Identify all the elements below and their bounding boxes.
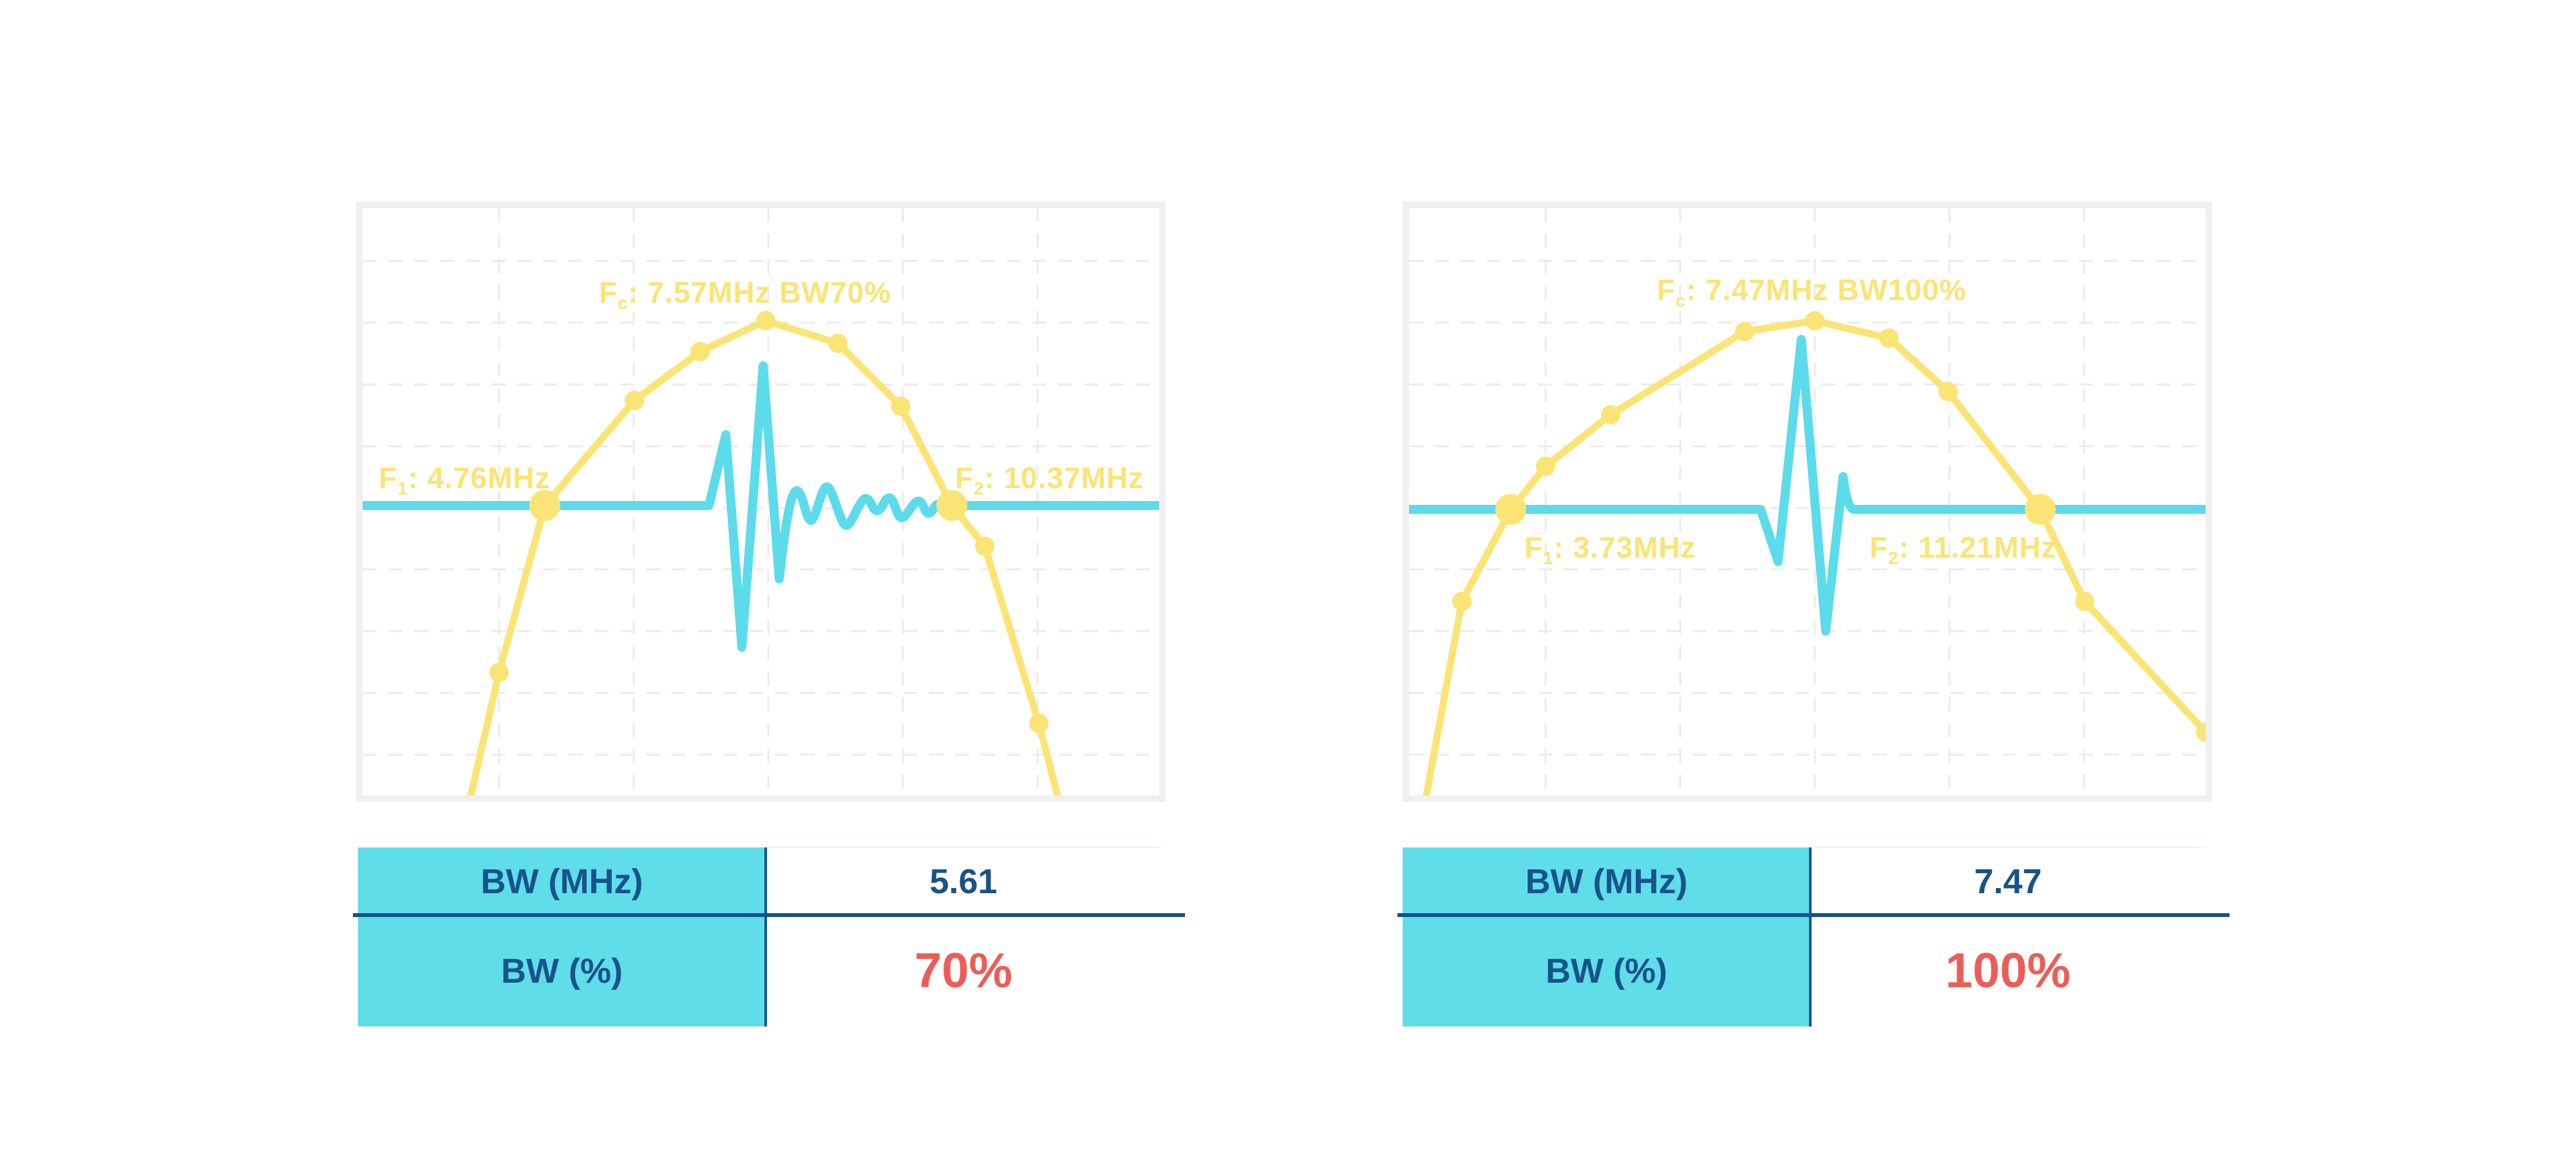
table-middle-rule <box>1397 913 2230 917</box>
spectrum-chart-bw70: Fc: 7.57MHz BW70% F1: 4.76MHz F2: 10.37M… <box>356 202 1166 802</box>
panel-bw100: Fc: 7.47MHz BW100% F1: 3.73MHz F2: 11.21… <box>1046 0 2334 1154</box>
table-middle-rule <box>353 913 1185 917</box>
plot-area-bw70: Fc: 7.57MHz BW70% F1: 4.76MHz F2: 10.37M… <box>363 208 1159 795</box>
bw-mhz-label-cell: BW (MHz) <box>1403 847 1810 915</box>
bw-pct-label-cell: BW (%) <box>358 915 766 1026</box>
spectrum-plot-svg <box>1409 208 2206 795</box>
f2-label: F2: 11.21MHz <box>1870 531 2057 569</box>
table-column-divider <box>1809 847 1812 1026</box>
bw-mhz-value-cell: 7.47 <box>1810 847 2206 915</box>
f1-label: F1: 4.76MHz <box>379 461 551 499</box>
panel-bw70: Fc: 7.57MHz BW70% F1: 4.76MHz F2: 10.37M… <box>353 202 1185 1026</box>
table-row: BW (%) 70% <box>358 915 1161 1026</box>
f2-label: F2: 10.37MHz <box>955 461 1144 499</box>
center-frequency-label: Fc: 7.47MHz BW100% <box>1656 273 1967 311</box>
f1-label: F1: 3.73MHz <box>1524 531 1696 569</box>
bw-mhz-value-cell: 5.61 <box>766 847 1161 915</box>
spectrum-chart-bw100: Fc: 7.47MHz BW100% F1: 3.73MHz F2: 11.21… <box>1403 202 2212 802</box>
spectrum-plot-svg <box>363 208 1159 795</box>
table-row: BW (MHz) 5.61 <box>358 847 1161 915</box>
table-row: BW (%) 100% <box>1403 915 2206 1026</box>
center-frequency-label: Fc: 7.57MHz BW70% <box>598 276 892 314</box>
bw-mhz-label-cell: BW (MHz) <box>358 847 766 915</box>
bw-pct-value-cell: 100% <box>1810 915 2206 1026</box>
plot-area-bw100: Fc: 7.47MHz BW100% F1: 3.73MHz F2: 11.21… <box>1409 208 2206 795</box>
bandwidth-table-bw100: BW (MHz) 7.47 BW (%) 100% <box>1397 847 2230 1026</box>
bandwidth-table-bw70: BW (MHz) 5.61 BW (%) 70% <box>353 847 1185 1026</box>
table-row: BW (MHz) 7.47 <box>1403 847 2206 915</box>
bw-pct-label-cell: BW (%) <box>1403 915 1810 1026</box>
table-column-divider <box>764 847 767 1026</box>
bw-pct-value-cell: 70% <box>766 915 1161 1026</box>
